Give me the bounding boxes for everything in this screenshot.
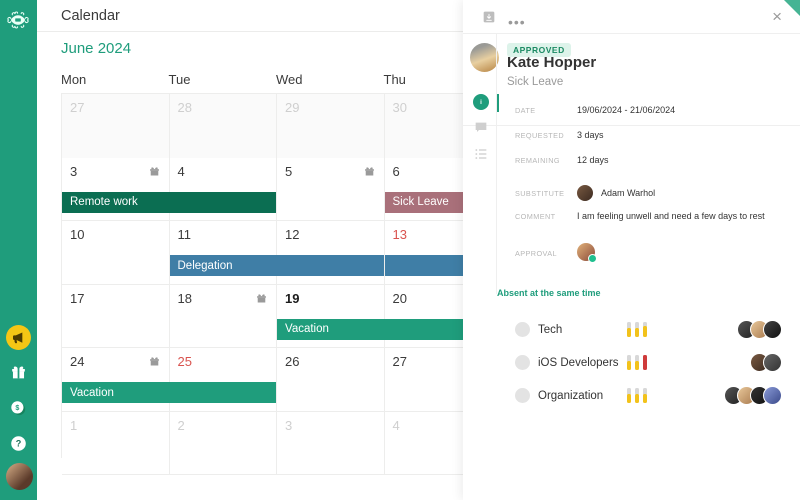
svg-text:i: i <box>480 99 482 106</box>
svg-text:?: ? <box>16 439 22 449</box>
svg-text:$: $ <box>15 404 19 412</box>
